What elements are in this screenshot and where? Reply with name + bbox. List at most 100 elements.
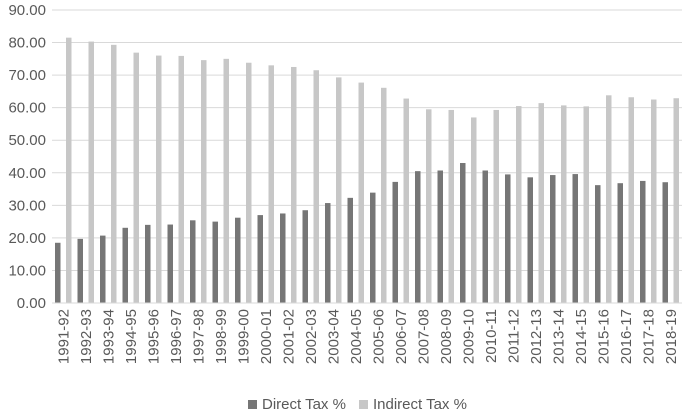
direct-tax-bar [347,197,353,303]
direct-tax-bar [190,220,196,303]
direct-tax-bar [145,224,151,303]
direct-tax-bar [550,175,556,303]
y-tick-label: 20.00 [8,230,46,247]
indirect-tax-bar [381,87,387,304]
x-tick-label: 2018-19 [663,309,680,364]
x-tick-label: 2002-03 [303,309,320,364]
legend-label-indirect-tax: Indirect Tax % [373,396,467,413]
x-tick-label: 2004-05 [348,309,365,364]
indirect-tax-bar [133,52,139,303]
indirect-tax-bar [66,37,72,304]
direct-tax-bar [325,203,331,303]
y-tick-label: 80.00 [8,35,46,52]
indirect-tax-bar [246,62,252,303]
indirect-tax-bar [583,106,589,303]
y-tick-label: 30.00 [8,197,46,214]
indirect-tax-bar [493,109,499,303]
indirect-tax-bar [538,103,544,303]
indirect-tax-bar [516,106,522,304]
indirect-tax-bar [336,77,342,303]
direct-tax-bar [617,183,623,303]
x-tick-label: 2017-18 [640,309,657,364]
direct-tax-bar [77,238,83,303]
x-tick-label: 2007-08 [415,309,432,364]
indirect-tax-bar [156,55,162,304]
indirect-tax-bar [358,82,364,303]
x-tick-label: 2005-06 [370,309,387,364]
direct-tax-bar [235,217,241,303]
direct-tax-bar [572,174,578,303]
direct-tax-bar [167,224,173,303]
indirect-tax-bar [201,60,207,303]
y-tick-label: 10.00 [8,262,46,279]
direct-tax-bar [595,185,601,303]
direct-tax-bar [302,210,308,303]
direct-tax-bar [212,221,218,303]
bars [55,37,679,304]
y-tick-label: 70.00 [8,67,46,84]
x-tick-label: 1994-95 [123,309,140,364]
x-tick-label: 2003-04 [325,309,342,364]
direct-tax-bar [280,213,286,303]
indirect-tax-bar [403,98,409,303]
x-tick-label: 2001-02 [280,309,297,364]
x-tick-label: 2016-17 [618,309,635,364]
legend-label-direct-tax: Direct Tax % [262,396,346,413]
x-tick-label: 2008-09 [438,309,455,364]
indirect-tax-bar [268,65,274,303]
direct-tax-bar [257,215,263,303]
direct-tax-bar [437,170,443,303]
direct-tax-bar [527,177,533,303]
indirect-tax-bar [471,117,477,303]
x-tick-label: 2009-10 [460,309,477,364]
x-tick-label: 1999-00 [235,309,252,364]
x-tick-label: 2000-01 [258,309,275,364]
y-tick-label: 90.00 [8,2,46,19]
x-tick-label: 2006-07 [393,309,410,364]
x-tick-label: 2010-11 [483,309,500,363]
indirect-tax-bar [111,44,117,304]
x-tick-label: 2013-14 [550,309,567,364]
indirect-tax-bar [561,105,567,303]
indirect-tax-bar [606,95,612,303]
x-tick-label: 2015-16 [595,309,612,364]
indirect-tax-bar [223,58,229,304]
direct-tax-bar [392,181,398,303]
x-tick-label: 1992-93 [78,309,95,364]
indirect-tax-bar [448,109,454,303]
x-tick-label: 1995-96 [145,309,162,364]
y-tick-label: 50.00 [8,132,46,149]
indirect-tax-bar [426,109,432,304]
indirect-tax-bar [651,99,657,304]
direct-tax-bar [505,174,511,303]
x-tick-label: 1996-97 [168,309,185,364]
direct-tax-bar [100,235,106,303]
legend: Direct Tax % Indirect Tax % [248,396,467,413]
y-axis: 0.00 10.00 20.00 30.00 40.00 50.00 60.00 70.00 8… [8,2,46,312]
direct-tax-bar [122,227,128,303]
direct-tax-bar [370,192,376,303]
y-tick-label: 60.00 [8,100,46,117]
x-tick-label: 1991-92 [55,309,72,364]
x-tick-label: 2014-15 [573,309,590,364]
x-tick-label: 2011-12 [505,309,522,363]
y-tick-label: 40.00 [8,165,46,182]
indirect-tax-bar [88,41,94,303]
direct-tax-bar [482,170,488,303]
direct-tax-bar [662,182,668,303]
x-tick-label: 1998-99 [213,309,230,364]
direct-tax-bar [460,163,466,303]
x-tick-label: 2012-13 [528,309,545,364]
direct-tax-bar [415,171,421,303]
indirect-tax-bar [673,98,679,303]
direct-tax-bar [640,180,646,303]
indirect-tax-bar [313,70,319,303]
x-tick-label: 1997-98 [190,309,207,364]
y-tick-label: 0.00 [17,295,46,312]
x-tick-label: 1993-94 [100,309,117,364]
legend-swatch-direct-tax [248,400,257,409]
indirect-tax-bar [178,55,184,303]
indirect-tax-bar [291,66,297,303]
direct-tax-bar [55,242,61,303]
